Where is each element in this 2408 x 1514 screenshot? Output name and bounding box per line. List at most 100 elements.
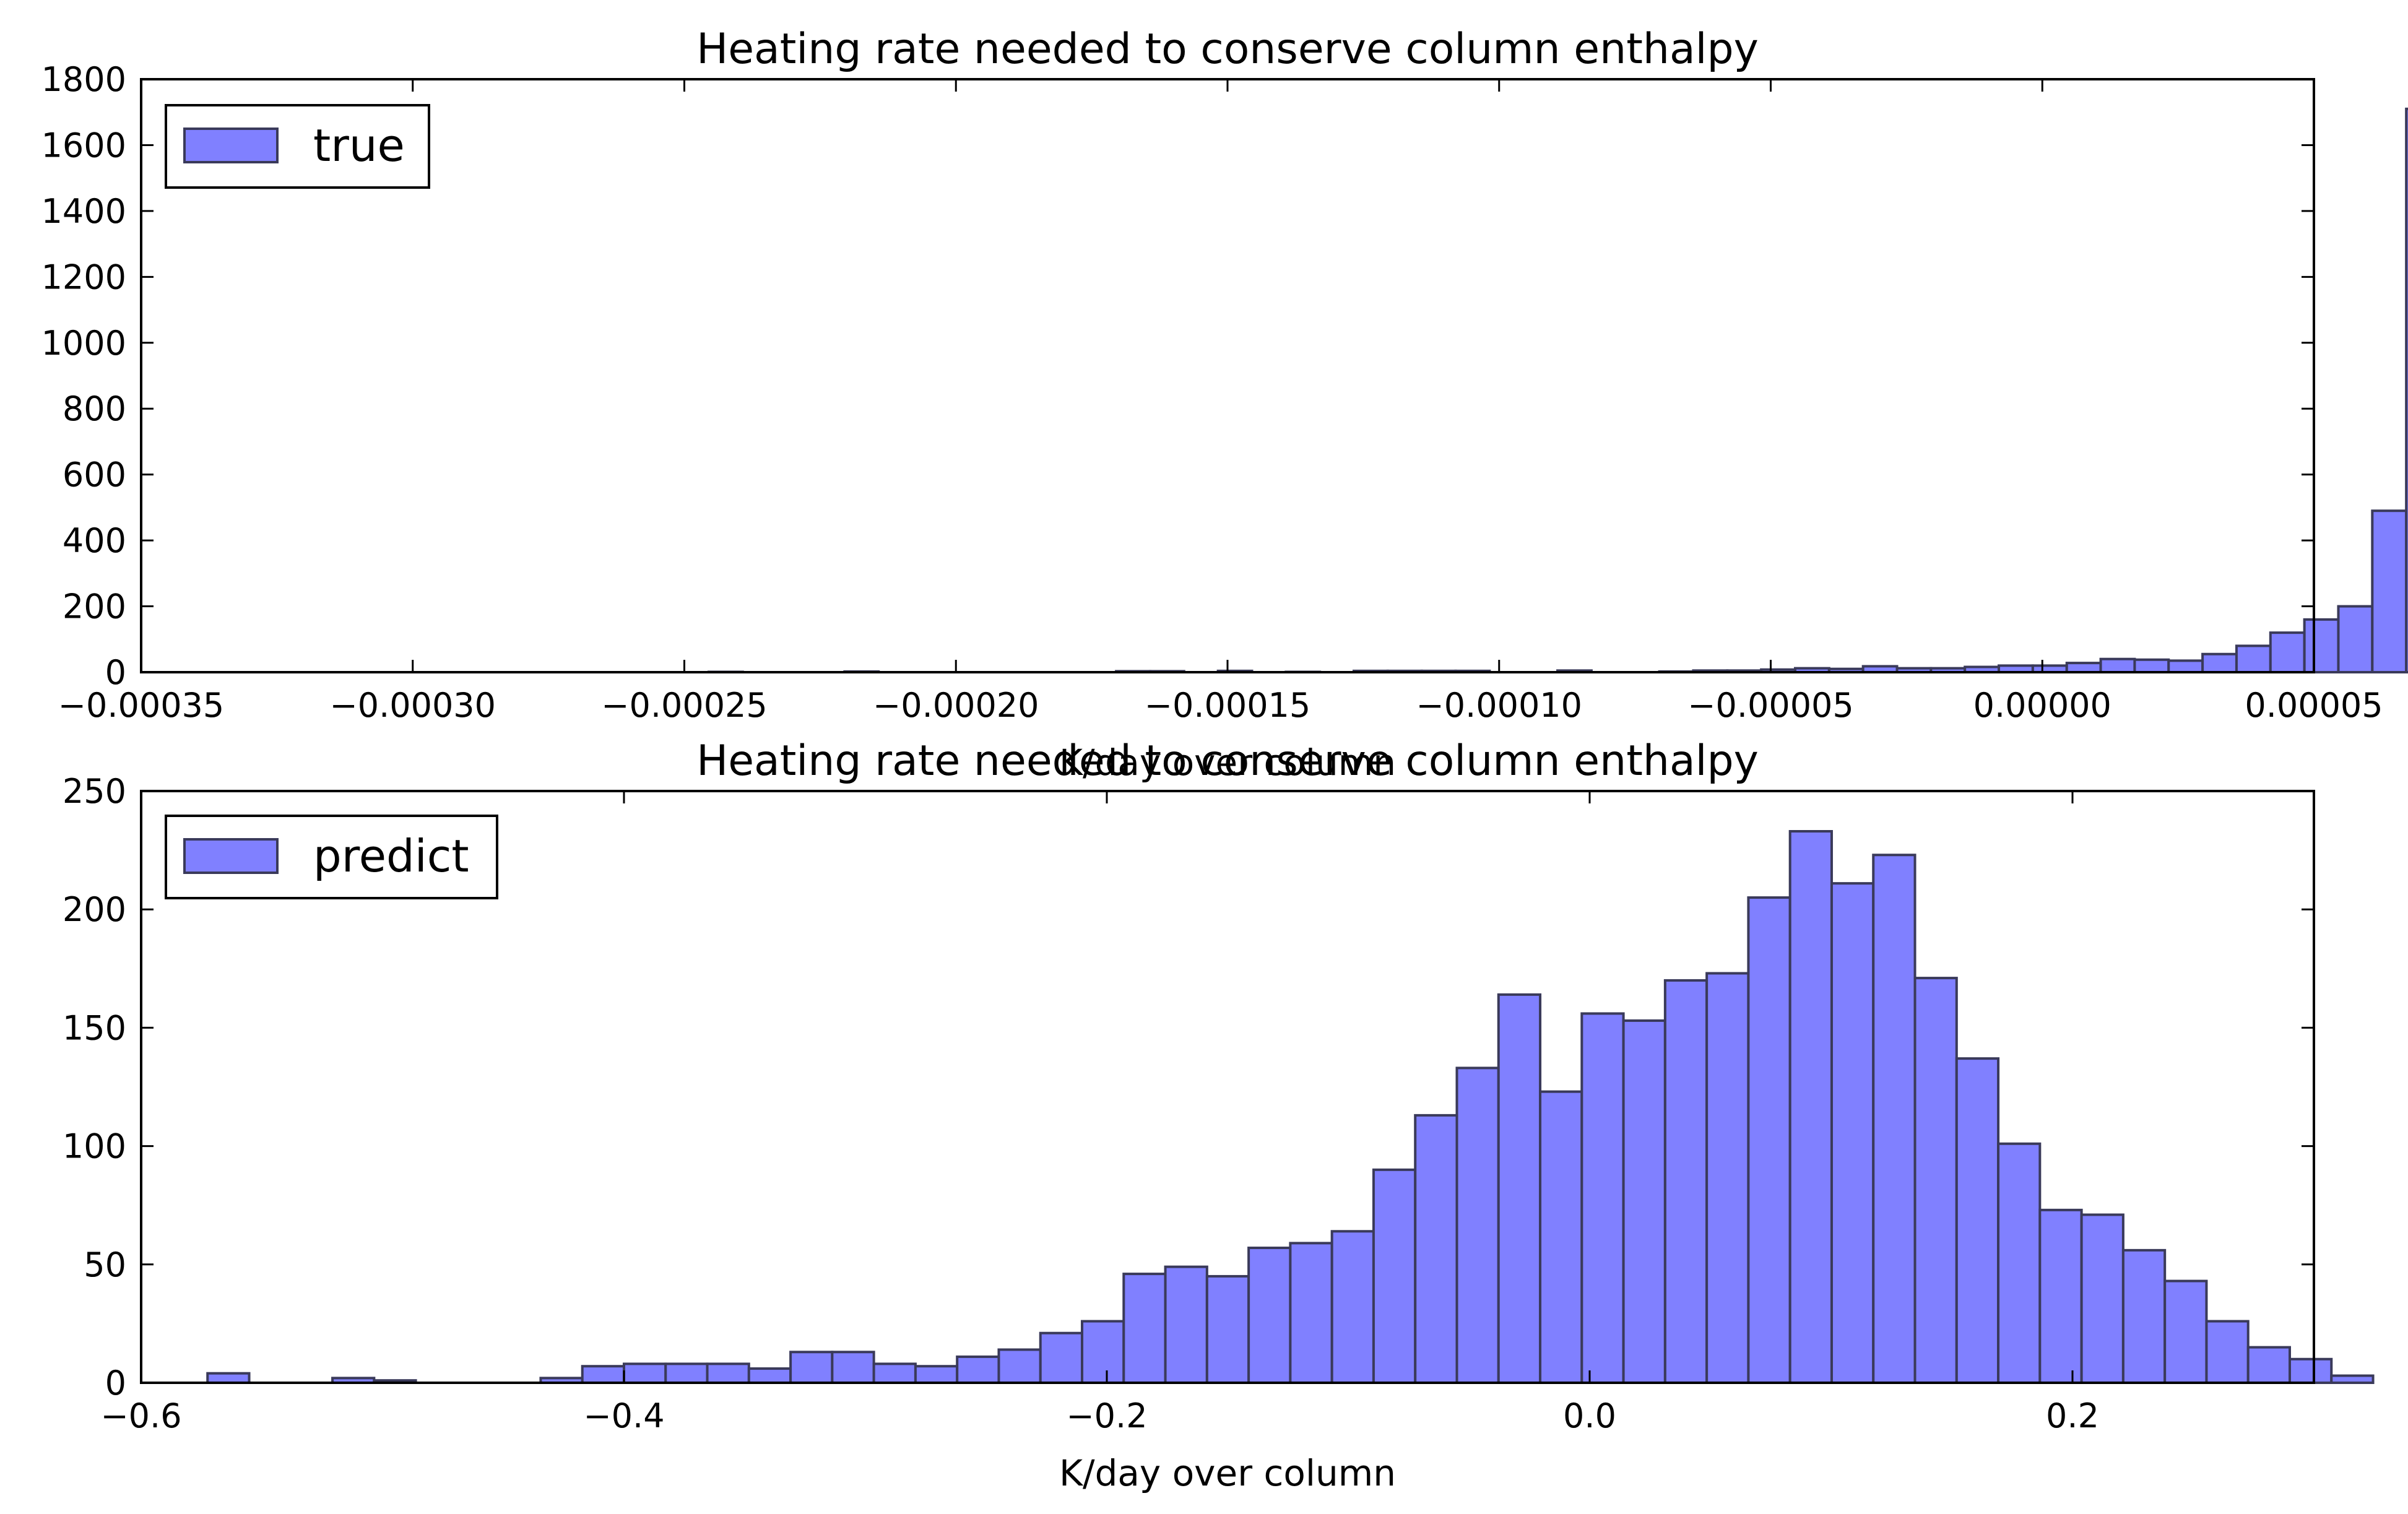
- x-axis-label: K/day over column: [1059, 742, 1396, 784]
- histogram-bar: [1580, 1012, 1625, 1385]
- histogram-bar: [2163, 1279, 2208, 1385]
- histogram-bar: [831, 1351, 875, 1385]
- histogram-bar: [1747, 896, 1791, 1384]
- histogram-bar: [1705, 972, 1750, 1384]
- x-tick-label: −0.00025: [601, 686, 768, 725]
- histogram-bar: [872, 1362, 917, 1384]
- histogram-bar: [2405, 107, 2408, 673]
- legend-box: [165, 104, 430, 189]
- histogram-bar: [2330, 1374, 2375, 1385]
- y-tick-label: 50: [84, 1245, 126, 1284]
- histogram-bar: [664, 1362, 709, 1384]
- x-tick-label: −0.00015: [1145, 686, 1311, 725]
- legend: true: [165, 104, 430, 189]
- histogram-bar: [997, 1348, 1042, 1385]
- x-tick-label: 0.00000: [1973, 686, 2111, 725]
- legend-label: predict: [313, 830, 469, 882]
- histogram-bar: [1830, 882, 1875, 1384]
- histogram-bar: [623, 1362, 667, 1384]
- legend-swatch: [183, 128, 279, 163]
- legend-swatch: [183, 838, 279, 874]
- histogram-bar: [1039, 1331, 1084, 1385]
- y-tick-label: 200: [63, 890, 126, 929]
- histogram-bar: [206, 1372, 251, 1385]
- x-tick-label: 0.00005: [2245, 686, 2383, 725]
- histogram-bar: [2303, 618, 2340, 673]
- histogram-bar: [1539, 1090, 1583, 1384]
- x-tick-label: 0.0: [1563, 1396, 1616, 1435]
- x-tick-label: −0.6: [100, 1396, 181, 1435]
- histogram-bar: [2167, 659, 2204, 673]
- y-tick-label: 200: [63, 587, 126, 626]
- histogram-bar: [1081, 1320, 1125, 1384]
- histogram-bar: [2099, 657, 2136, 673]
- histogram-bar: [1164, 1265, 1208, 1385]
- y-tick-label: 1800: [41, 60, 126, 99]
- histogram-bar: [2133, 658, 2170, 673]
- top-histogram: −0.00035 −0.00030 −0.00025 −0.00020 −0.00015…: [41, 25, 2408, 784]
- bars: [206, 830, 2375, 1385]
- histogram-bar: [2235, 644, 2272, 674]
- y-tick-label: 250: [63, 772, 126, 811]
- histogram-bar: [2371, 509, 2408, 673]
- y-tick-label: 0: [105, 1364, 126, 1403]
- histogram-bar: [2205, 1320, 2250, 1384]
- x-tick-label: 0.2: [2046, 1396, 2099, 1435]
- y-tick-label: 1000: [41, 324, 126, 363]
- histogram-bar: [581, 1365, 625, 1384]
- histogram-bar: [2080, 1213, 2124, 1384]
- x-tick-label: −0.00010: [1416, 686, 1582, 725]
- y-tick-label: 400: [63, 521, 126, 560]
- chart-title: Heating rate needed to conserve column e…: [696, 737, 1759, 785]
- x-tick-label: −0.00035: [58, 686, 225, 725]
- histogram-bar: [1872, 854, 1916, 1385]
- histogram-bar: [1247, 1247, 1292, 1384]
- histogram-bar: [1455, 1066, 1500, 1384]
- x-tick-label: −0.00030: [329, 686, 496, 725]
- histogram-bar: [1289, 1242, 1333, 1385]
- histogram-bar: [1414, 1114, 1458, 1384]
- histogram-bar: [2038, 1208, 2083, 1385]
- histogram-bar: [1663, 979, 1709, 1385]
- histogram-bar: [789, 1351, 834, 1385]
- histogram-bar: [2289, 1357, 2333, 1385]
- histogram-bar: [2201, 652, 2238, 674]
- histogram-bar: [956, 1355, 1000, 1385]
- histogram-bar: [1788, 830, 1833, 1385]
- histogram-bar: [2121, 1248, 2167, 1384]
- axes-frame: [140, 790, 2315, 1384]
- histogram-bar: [1955, 1057, 2000, 1385]
- histogram-bar: [706, 1362, 750, 1384]
- y-tick-label: 1600: [41, 126, 126, 165]
- histogram-bar: [914, 1365, 959, 1384]
- histogram-bar: [2337, 605, 2374, 673]
- bottom-histogram: −0.6 −0.4 −0.2 0.0 0.2 0 50 100 150 200 250 Heating…: [63, 737, 2375, 1494]
- y-tick-label: 150: [63, 1008, 126, 1047]
- y-tick-label: 100: [63, 1127, 126, 1166]
- histogram-bar: [1997, 1142, 2042, 1384]
- y-tick-label: 1400: [41, 192, 126, 231]
- histogram-bar: [1372, 1168, 1417, 1384]
- x-tick-label: −0.2: [1066, 1396, 1147, 1435]
- y-tick-label: 0: [105, 653, 126, 692]
- legend: predict: [165, 815, 498, 899]
- x-tick-label: −0.00005: [1687, 686, 1854, 725]
- histogram-bar: [1913, 977, 1958, 1384]
- histogram-bar: [1205, 1274, 1250, 1384]
- x-axis-label: K/day over column: [1059, 1452, 1396, 1494]
- histogram-bar: [2065, 662, 2102, 674]
- legend-label: true: [313, 119, 405, 171]
- chart-title: Heating rate needed to conserve column e…: [696, 25, 1759, 74]
- histogram-bar: [1497, 993, 1542, 1384]
- x-tick-label: −0.4: [583, 1396, 664, 1435]
- histogram-bar: [2269, 631, 2306, 674]
- y-tick-label: 800: [63, 389, 126, 428]
- y-tick-label: 600: [63, 456, 126, 495]
- histogram-bar: [747, 1367, 792, 1384]
- histogram-bar: [1330, 1230, 1375, 1385]
- x-tick-label: −0.00020: [873, 686, 1039, 725]
- histogram-bar: [2246, 1346, 2292, 1384]
- histogram-bar: [1122, 1273, 1167, 1384]
- y-tick-label: 1200: [41, 257, 126, 296]
